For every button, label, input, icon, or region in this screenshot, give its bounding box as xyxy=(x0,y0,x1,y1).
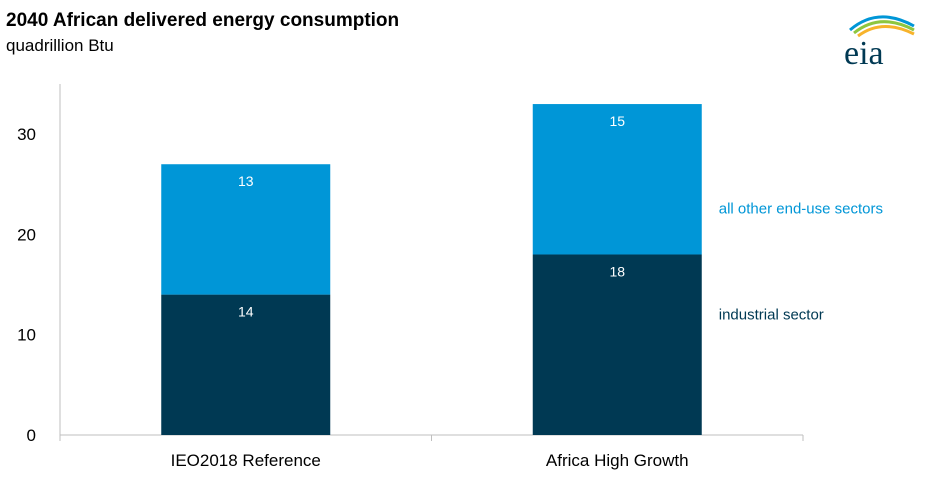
bar-segment xyxy=(161,294,331,435)
data-label: 18 xyxy=(609,263,625,279)
chart-labels: 14 13 IEO2018 Reference 18 15 Africa High Gro… xyxy=(171,113,883,470)
eia-logo-text: eia xyxy=(844,35,884,68)
y-tick-label: 0 xyxy=(27,426,36,445)
chart-units: quadrillion Btu xyxy=(6,36,114,55)
chart-bars xyxy=(161,104,702,435)
bar-segment xyxy=(532,104,702,255)
bar-segment xyxy=(532,254,702,435)
legend-industrial: industrial sector xyxy=(719,307,824,324)
data-label: 15 xyxy=(609,113,625,129)
eia-logo: eia xyxy=(844,15,915,68)
data-label: 14 xyxy=(238,304,254,320)
y-tick-label: 10 xyxy=(17,326,36,345)
data-label: 13 xyxy=(238,173,254,189)
x-category-label: Africa High Growth xyxy=(546,451,689,470)
y-tick-label: 20 xyxy=(17,225,36,244)
bar-segment xyxy=(161,164,331,295)
chart-title: 2040 African delivered energy consumptio… xyxy=(6,10,400,31)
x-category-label: IEO2018 Reference xyxy=(171,451,321,470)
y-tick-label: 30 xyxy=(17,125,36,144)
legend-other-sectors: all other end-use sectors xyxy=(719,200,883,217)
